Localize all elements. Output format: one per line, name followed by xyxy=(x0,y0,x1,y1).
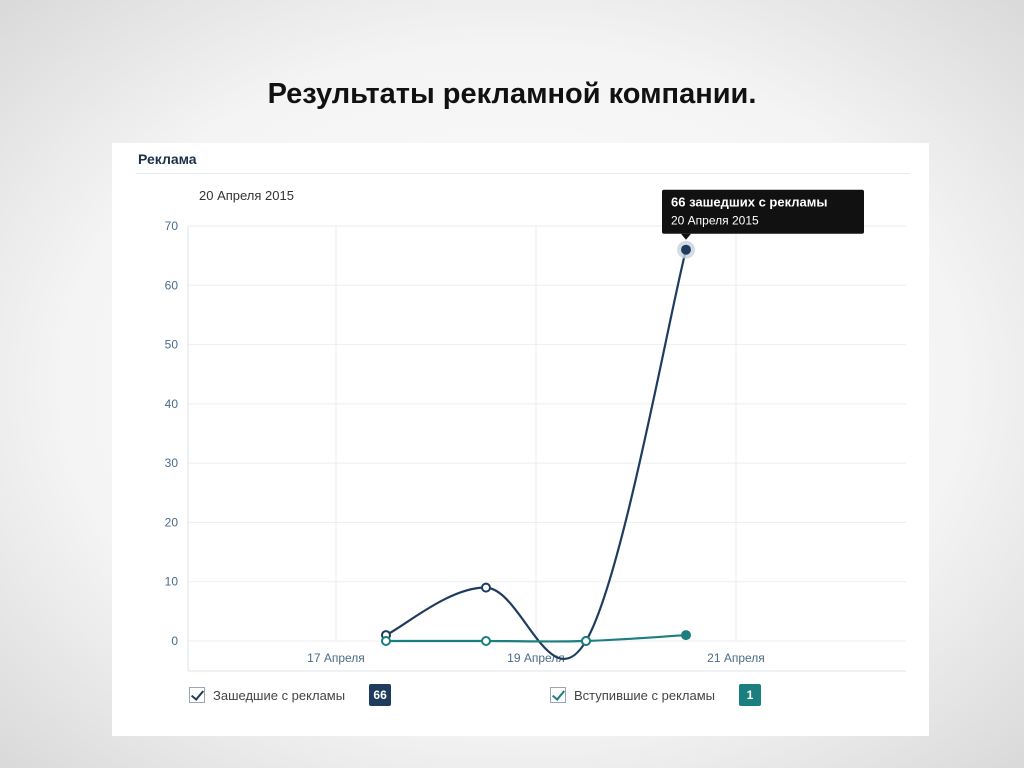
legend-checkbox-joins[interactable] xyxy=(550,687,566,703)
panel-divider xyxy=(136,173,910,174)
panel-title: Реклама xyxy=(138,151,197,167)
tooltip-title: 66 зашедших с рекламы xyxy=(671,195,827,210)
y-tick-label: 50 xyxy=(165,338,179,352)
date-label: 20 Апреля 2015 xyxy=(199,188,294,203)
data-point xyxy=(381,636,391,646)
legend-checkbox-visits[interactable] xyxy=(189,687,205,703)
y-tick-label: 60 xyxy=(165,278,179,292)
tooltip-box xyxy=(662,189,864,234)
legend-item-visits[interactable]: Зашедшие с рекламы 66 xyxy=(189,684,392,706)
chart-panel: Реклама 20 Апреля 2015 0 10 20 30 40 50 60 70 17… xyxy=(112,143,929,736)
series-line-joins xyxy=(386,633,687,643)
y-tick-label: 10 xyxy=(165,575,179,589)
data-point xyxy=(681,244,691,255)
data-point xyxy=(581,636,591,646)
y-tick-label: 40 xyxy=(165,397,179,411)
slide-title: Результаты рекламной компании. xyxy=(267,78,757,110)
y-tick-label: 20 xyxy=(165,515,179,529)
series-line-visits xyxy=(385,249,688,661)
y-tick-label: 0 xyxy=(171,634,178,648)
legend-label-visits: Зашедшие с рекламы xyxy=(213,687,346,703)
x-tick-label: 17 Апреля xyxy=(307,651,365,665)
legend-item-joins[interactable]: Вступившие с рекламы 1 xyxy=(550,684,762,706)
tooltip-subtitle: 20 Апреля 2015 xyxy=(671,214,759,228)
tooltip-arrow xyxy=(681,233,691,240)
legend-label-joins: Вступившие с рекламы xyxy=(574,687,716,703)
data-point xyxy=(481,582,491,593)
data-point xyxy=(481,636,491,646)
y-tick-label: 30 xyxy=(165,456,179,470)
y-tick-label: 70 xyxy=(165,219,179,233)
legend-badge-joins: 1 xyxy=(739,684,762,706)
data-point xyxy=(681,630,691,641)
legend-badge-visits: 66 xyxy=(369,684,392,706)
x-tick-label: 21 Апреля xyxy=(707,651,765,665)
